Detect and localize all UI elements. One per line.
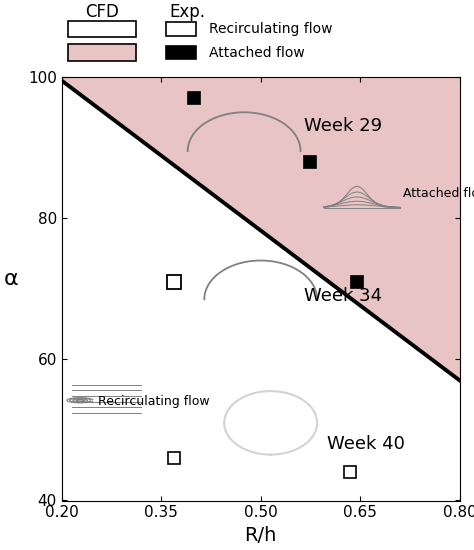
Bar [166, 46, 196, 59]
Text: Exp.: Exp. [169, 3, 205, 21]
Bar [68, 21, 136, 37]
Bar [68, 45, 136, 61]
Text: Attached flow: Attached flow [403, 187, 474, 200]
Bar [166, 22, 196, 36]
Text: Recirculating flow: Recirculating flow [98, 395, 210, 408]
Text: Recirculating flow: Recirculating flow [209, 22, 332, 36]
Y-axis label: α: α [4, 269, 18, 289]
Text: Attached flow: Attached flow [209, 46, 304, 59]
Text: Week 40: Week 40 [327, 435, 405, 453]
X-axis label: R/h: R/h [245, 526, 277, 545]
Text: Week 34: Week 34 [304, 287, 382, 305]
Polygon shape [62, 77, 460, 381]
Text: Week 29: Week 29 [304, 117, 382, 135]
Text: CFD: CFD [85, 3, 119, 21]
